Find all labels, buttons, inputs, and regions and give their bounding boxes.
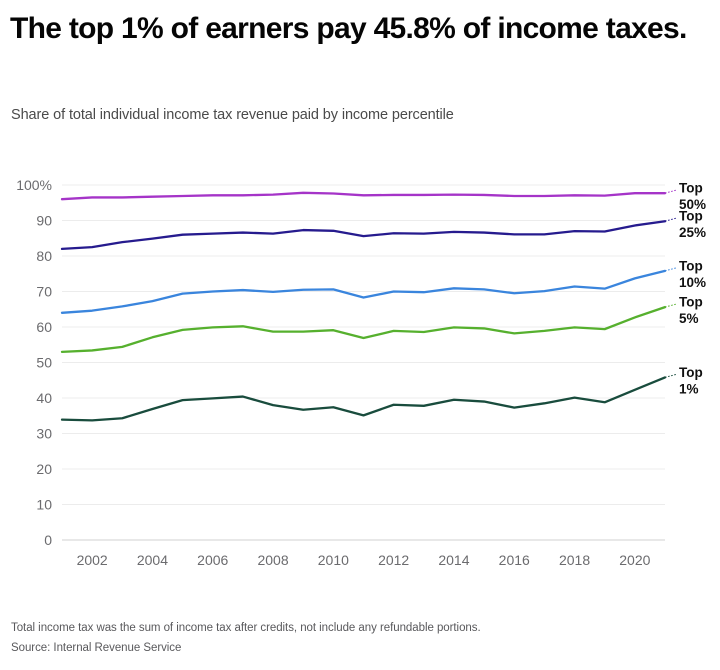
series-label-top: Top bbox=[679, 181, 703, 196]
x-axis-tick-label: 2018 bbox=[559, 552, 590, 568]
series-leader-line bbox=[664, 303, 677, 308]
line-chart: 0 10 20 30 40 50 60 70 80 90 100% 2002 2004 2006 2008… bbox=[0, 150, 720, 590]
y-axis-tick-label: 20 bbox=[36, 461, 52, 477]
series-label-top: Top bbox=[679, 258, 703, 273]
y-axis-tick-label: 100% bbox=[16, 177, 52, 193]
series-leader-line bbox=[664, 373, 677, 378]
x-axis-tick-label: 2012 bbox=[378, 552, 409, 568]
y-axis-tick-labels: 0 10 20 30 40 50 60 70 80 90 100% bbox=[16, 177, 52, 548]
series-label-top: Top bbox=[679, 295, 703, 310]
series-line bbox=[60, 376, 667, 422]
series-label-value: 50% bbox=[679, 197, 706, 212]
x-axis-tick-label: 2002 bbox=[77, 552, 108, 568]
series-leader-line bbox=[664, 267, 677, 272]
series-label-value: 10% bbox=[679, 275, 706, 290]
y-axis-tick-label: 60 bbox=[36, 319, 52, 335]
series-leader-line bbox=[664, 217, 677, 222]
y-axis-tick-label: 70 bbox=[36, 284, 52, 300]
x-axis-tick-label: 2014 bbox=[438, 552, 469, 568]
y-axis-tick-label: 0 bbox=[44, 532, 52, 548]
x-axis-tick-label: 2010 bbox=[318, 552, 349, 568]
series-line bbox=[60, 220, 667, 251]
y-axis-tick-label: 90 bbox=[36, 213, 52, 229]
page-subtitle: Share of total individual income tax rev… bbox=[11, 107, 454, 123]
y-axis-tick-label: 50 bbox=[36, 355, 52, 371]
y-axis-tick-label: 30 bbox=[36, 426, 52, 442]
page-title: The top 1% of earners pay 45.8% of incom… bbox=[10, 12, 687, 45]
y-axis-tick-label: 40 bbox=[36, 390, 52, 406]
series-label-value: 5% bbox=[679, 311, 699, 326]
x-axis-tick-label: 2016 bbox=[499, 552, 530, 568]
x-axis-tick-label: 2004 bbox=[137, 552, 168, 568]
chart-svg: 0 10 20 30 40 50 60 70 80 90 100% 2002 2004 2006 2008… bbox=[16, 177, 706, 568]
data-series-group bbox=[60, 191, 667, 422]
footer-divider bbox=[0, 604, 720, 605]
x-axis-tick-label: 2008 bbox=[257, 552, 288, 568]
footnote-source: Source: Internal Revenue Service bbox=[11, 642, 182, 655]
x-axis-tick-label: 2020 bbox=[619, 552, 650, 568]
x-axis-tick-labels: 2002 2004 2006 2008 2010 2012 2014 2016 2018 2020 bbox=[77, 552, 651, 568]
series-line bbox=[60, 305, 667, 354]
footnote-note: Total income tax was the sum of income t… bbox=[11, 622, 481, 634]
series-label-top: Top bbox=[679, 209, 703, 224]
series-leader-line bbox=[664, 189, 677, 194]
gridlines-group bbox=[62, 184, 665, 541]
series-label-top: Top bbox=[679, 365, 703, 380]
footnotes: Total income tax was the sum of income t… bbox=[11, 618, 711, 658]
series-line bbox=[60, 269, 667, 314]
y-axis-tick-label: 10 bbox=[36, 497, 52, 513]
series-label-value: 25% bbox=[679, 225, 706, 240]
y-axis-tick-label: 80 bbox=[36, 248, 52, 264]
series-line bbox=[60, 191, 667, 201]
series-label-value: 1% bbox=[679, 381, 699, 396]
x-axis-tick-label: 2006 bbox=[197, 552, 228, 568]
